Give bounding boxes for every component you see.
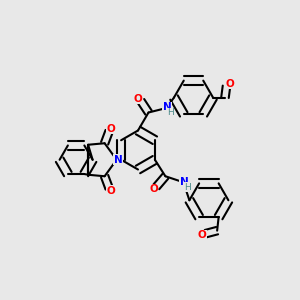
Text: O: O xyxy=(225,79,234,89)
Text: N: N xyxy=(180,177,188,187)
Text: O: O xyxy=(106,124,115,134)
Text: O: O xyxy=(198,230,206,240)
Text: H: H xyxy=(167,108,174,117)
Text: O: O xyxy=(106,186,115,196)
Text: O: O xyxy=(134,94,142,104)
Text: N: N xyxy=(163,102,172,112)
Text: N: N xyxy=(114,155,122,165)
Text: H: H xyxy=(184,182,191,192)
Text: O: O xyxy=(149,184,158,194)
